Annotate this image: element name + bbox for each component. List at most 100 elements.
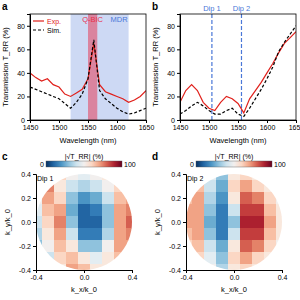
frame <box>180 14 296 120</box>
heat-cell <box>204 180 216 192</box>
heat-cell <box>114 252 126 264</box>
tick: 0.4 <box>21 171 36 178</box>
heat-cell <box>114 216 126 228</box>
panel: 0100|√T_RR| (%)-0.40.00.4-0.4-0.20.00.20… <box>2 151 138 294</box>
tick-label: -0.4 <box>169 267 181 274</box>
figure: MDRQ-BIC14501500155016001650020406080Wav… <box>0 0 300 300</box>
heat-cell <box>90 204 102 216</box>
heat-cell <box>42 216 54 228</box>
series-line <box>180 26 296 117</box>
axis-line <box>177 15 181 121</box>
heat-cell <box>102 216 114 228</box>
heat-cell <box>228 168 240 180</box>
tick: 0 <box>171 117 180 124</box>
heat-cell <box>66 192 78 204</box>
tick-mark <box>183 174 186 175</box>
heat-cell <box>54 168 66 180</box>
tick-mark <box>267 120 268 123</box>
panel-label: b <box>152 1 158 12</box>
heat-cell <box>126 240 138 252</box>
plot-area <box>180 14 296 120</box>
tick-label: 0.0 <box>21 219 31 226</box>
tick-label: 1600 <box>260 124 276 131</box>
heat-cell <box>102 180 114 192</box>
heat-cell <box>126 168 138 180</box>
heat-cell <box>264 228 276 240</box>
tick-label: 0.0 <box>80 274 90 281</box>
tick: 1650 <box>139 120 155 131</box>
tick-label: 80 <box>17 23 25 30</box>
tick: 80 <box>167 23 180 30</box>
heat-cell <box>228 192 240 204</box>
heat-cell <box>276 216 288 228</box>
heat-cell <box>78 192 90 204</box>
tick-label: 0 <box>171 117 175 124</box>
band-label: Q-BIC <box>82 15 103 24</box>
tick-label: 0.4 <box>278 274 288 281</box>
heat-cell <box>204 240 216 252</box>
heat-cell <box>240 168 252 180</box>
tick-mark <box>177 120 180 121</box>
tick-label: 1600 <box>110 124 126 131</box>
heat-cell <box>240 180 252 192</box>
heat-cell <box>114 192 126 204</box>
heat-cell <box>228 204 240 216</box>
heat-cell <box>204 216 216 228</box>
tick-label: 1450 <box>23 124 39 131</box>
axis-line <box>183 175 187 271</box>
heat-cell <box>102 192 114 204</box>
heat-cell <box>264 216 276 228</box>
colorbar-tick-label: 0 <box>190 161 194 168</box>
heat-cell <box>192 240 204 252</box>
tick-mark <box>209 120 210 123</box>
tick: 40 <box>167 70 180 77</box>
heat-cell <box>204 168 216 180</box>
heat-cell <box>216 192 228 204</box>
heat-cell <box>252 228 264 240</box>
tick-label: 0.4 <box>128 274 138 281</box>
heat-cell <box>42 252 54 264</box>
heat-cell <box>54 228 66 240</box>
tick-mark <box>183 222 186 223</box>
heat-cell <box>276 204 288 216</box>
tick: 0.4 <box>171 171 186 178</box>
tick: 0 <box>21 117 30 124</box>
x-axis-title: Wavelength (nm) <box>210 136 267 145</box>
heat-cell <box>252 180 264 192</box>
heat-cell <box>216 180 228 192</box>
axis-line <box>31 121 147 124</box>
heat-cell <box>90 252 102 264</box>
tick: 1550 <box>231 120 247 131</box>
tick-label: 60 <box>17 46 25 53</box>
tick: -0.2 <box>19 243 36 250</box>
heat-cell <box>66 168 78 180</box>
tick-label: 60 <box>167 46 175 53</box>
axis: 020406080 <box>167 15 180 124</box>
panel-title: Dip 2 <box>187 175 203 183</box>
heat-cell <box>192 228 204 240</box>
heat-cell <box>204 228 216 240</box>
series-line <box>180 32 296 113</box>
tick-label: 40 <box>17 70 25 77</box>
band-label: MDR <box>111 15 129 24</box>
heat-cell <box>264 240 276 252</box>
legend-label: Exp. <box>47 18 61 26</box>
tick: 1600 <box>110 120 126 131</box>
heat-cell <box>102 240 114 252</box>
heat-cell <box>216 252 228 264</box>
heat-cell <box>126 192 138 204</box>
heat-cell <box>204 204 216 216</box>
tick-mark <box>27 96 30 97</box>
axis: 14501500155016001650 <box>23 120 155 131</box>
tick-label: 0.2 <box>171 195 181 202</box>
heat-cell <box>90 192 102 204</box>
tick-mark <box>84 270 85 273</box>
tick-label: 1650 <box>139 124 155 131</box>
heat-cell <box>114 228 126 240</box>
heat-cell <box>240 240 252 252</box>
heat-cell <box>126 204 138 216</box>
tick: -0.4 <box>19 267 36 274</box>
legend-swatch <box>33 29 44 30</box>
heat-cell <box>42 204 54 216</box>
tick-mark <box>33 246 36 247</box>
